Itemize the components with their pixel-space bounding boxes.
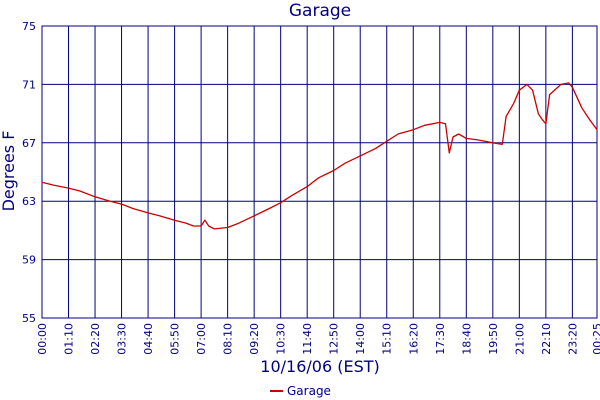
x-tick-label: 00:25 [591,323,600,355]
series-line-garage [41,82,598,230]
x-tick-label: 17:30 [434,323,447,355]
x-tick-label: 14:00 [354,323,367,355]
x-tick-label: 15:10 [381,323,394,355]
x-tick-label: 11:40 [301,323,314,355]
legend-label: Garage [287,384,331,398]
y-tick-label: 71 [22,78,36,91]
chart-title: Garage [289,1,351,21]
x-tick-label: 07:00 [195,323,208,355]
x-tick-label: 10:30 [275,323,288,355]
x-axis-label: 10/16/06 (EST) [260,357,379,376]
y-tick-label: 67 [22,137,36,150]
x-tick-label: 22:10 [540,323,553,355]
x-tick-label: 09:20 [248,323,261,355]
plot-border [41,25,598,319]
x-tick-label: 05:50 [169,323,182,355]
y-tick-label: 75 [22,20,36,33]
y-tick-label: 55 [22,312,36,325]
x-tick-label: 16:20 [407,323,420,355]
x-tick-label: 04:40 [142,323,155,355]
legend: Garage [270,384,331,398]
y-tick-label: 63 [22,195,36,208]
x-tick-label: 19:50 [487,323,500,355]
x-tick-label: 18:40 [460,323,473,355]
x-tick-label: 00:00 [36,323,49,355]
y-axis-label: Degrees F [0,131,18,212]
x-tick-label: 01:10 [63,323,76,355]
x-tick-label: 02:20 [89,323,102,355]
plot-area: 55 59 63 67 71 75 00:00 01:10 02:20 03:30 04:40 05:… [22,20,600,355]
x-tick-label: 12:50 [328,323,341,355]
y-tick-label: 59 [22,254,36,267]
x-tick-label: 23:20 [566,323,579,355]
x-tick-label: 21:00 [513,323,526,355]
x-tick-label: 03:30 [116,323,129,355]
x-tick-label: 08:10 [222,323,235,355]
